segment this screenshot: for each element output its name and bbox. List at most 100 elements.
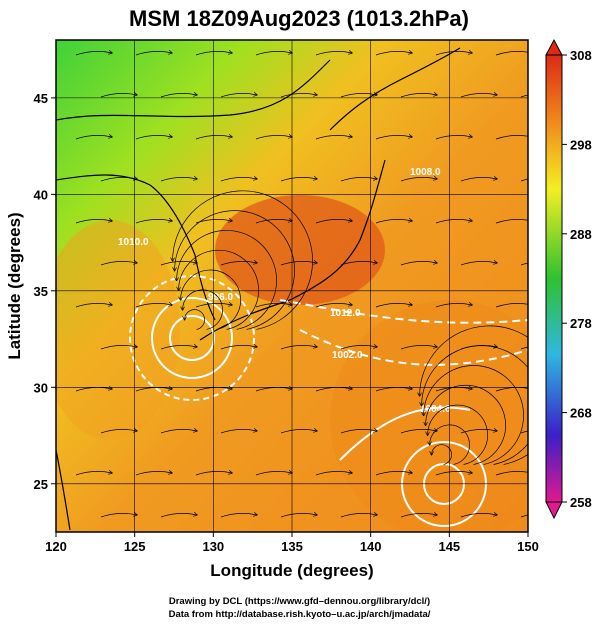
isobar-label: 1012.0 [330,308,361,319]
streamline [75,303,112,308]
isobar [299,329,528,366]
streamline [520,178,528,182]
streamline [220,429,257,434]
streamline [400,513,437,518]
streamline [255,219,292,224]
colorbar-ticks: 308 298 288 278 268 258 [562,48,592,510]
streamline [183,289,223,330]
streamline [435,219,472,224]
streamline [460,513,497,518]
isobar [151,297,233,379]
streamline [135,471,172,476]
y-axis-ticks: 25 30 35 40 45 [34,91,56,492]
streamline [181,269,241,330]
streamline [195,51,232,56]
streamline [100,177,137,182]
isobar [279,299,528,324]
streamlines [75,51,528,518]
streamline [460,429,497,434]
streamline [315,471,352,476]
streamline [160,429,197,434]
streamline [75,51,112,56]
y-axis-label: Latitude (degrees) [5,212,24,359]
isobar-label: 1004.0 [420,404,451,415]
colorbar-tick-label: 258 [570,495,592,510]
streamline [195,219,232,224]
streamline [375,51,412,56]
streamline [340,345,377,350]
streamline [100,93,137,98]
isobar [169,315,215,361]
streamline [160,93,197,98]
streamline [280,261,317,266]
streamline [430,424,470,465]
streamline [520,514,528,518]
y-tick-label: 35 [34,284,48,299]
streamline [375,219,412,224]
streamline [495,471,528,476]
credit-data: Data from http://database.rish.kyoto–u.a… [168,609,431,620]
x-tick-label: 145 [438,539,460,554]
streamline [173,190,313,330]
taiwan-coast [56,449,71,531]
y-tick-label: 45 [34,91,48,106]
streamline [340,261,377,266]
chart-title: MSM 18Z09Aug2023 (1013.2hPa) [129,6,469,31]
warm-region-west [56,220,180,440]
streamline [160,261,197,266]
streamline [460,177,497,182]
streamline [185,309,205,330]
streamline [255,135,292,140]
streamline [160,177,197,182]
y-tick-label: 30 [34,380,48,395]
streamline [177,230,277,330]
streamline [460,261,497,266]
streamline [280,177,317,182]
isobar-label: 996.0 [208,292,233,303]
streamline [432,444,452,465]
streamline [340,177,377,182]
x-tick-label: 130 [202,539,224,554]
streamline [135,303,172,308]
streamline [100,261,137,266]
streamline [400,345,437,350]
streamline [315,51,352,56]
isobar-label: 1008.0 [410,167,441,178]
streamline [100,513,137,518]
streamline [520,94,528,98]
x-tick-label: 135 [281,539,303,554]
streamline [75,219,112,224]
y-tick-label: 40 [34,187,48,202]
streamline [255,471,292,476]
isobar-label: 1010.0 [118,237,149,248]
x-tick-label: 140 [360,539,382,554]
colorbar-tick-label: 288 [570,227,592,242]
streamline [220,345,257,350]
streamline [175,210,295,330]
japan-coast [199,159,386,341]
streamline [400,177,437,182]
streamline [280,513,317,518]
colorbar-bar [545,54,563,503]
streamline [495,135,528,140]
streamline [435,135,472,140]
streamline [315,135,352,140]
streamline [424,365,524,465]
streamline [435,471,472,476]
x-axis-label: Longitude (degrees) [210,561,373,580]
streamline [495,51,528,56]
streamline [220,177,257,182]
colorbar-bottom-arrow [545,501,563,520]
x-tick-label: 120 [45,539,67,554]
streamline [520,346,528,350]
coastlines [56,47,461,531]
streamline [100,345,137,350]
streamline [195,471,232,476]
streamline [435,303,472,308]
colorbar-tick-label: 268 [570,406,592,421]
streamline [75,135,112,140]
streamline [400,261,437,266]
korea-coast [56,174,216,321]
streamline [280,345,317,350]
